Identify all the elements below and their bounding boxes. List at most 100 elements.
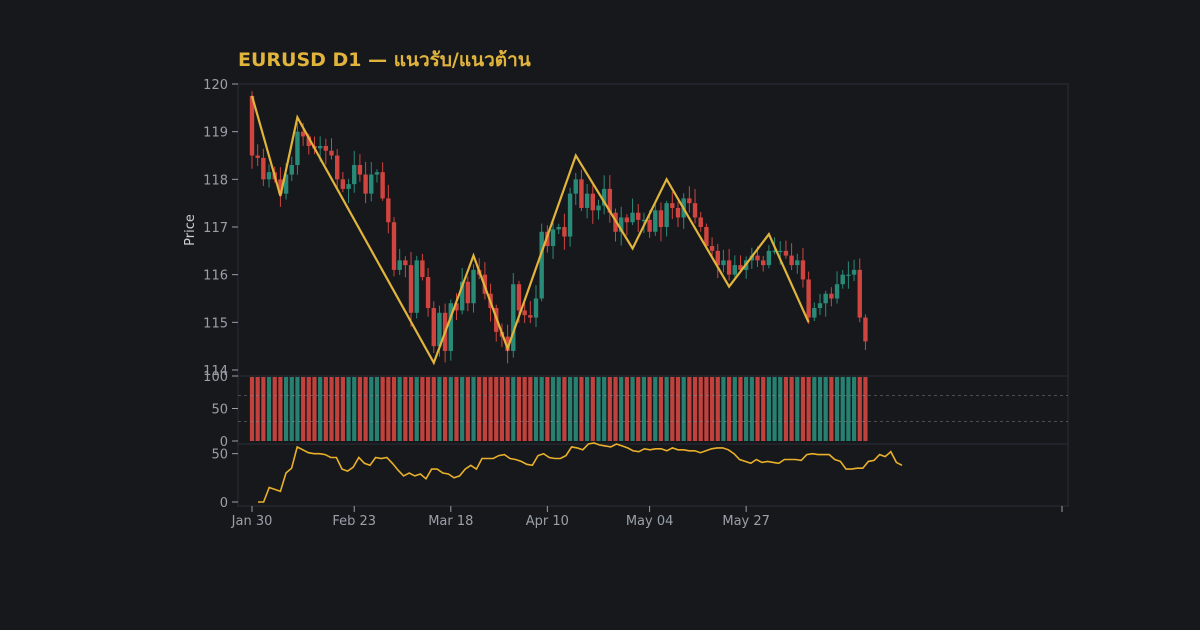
direction-bar [755,377,760,441]
direction-bar [386,377,391,441]
oscillator-tick-label: 0 [220,496,228,511]
direction-bar [539,377,544,441]
direction-bar [499,377,505,441]
candle-body [567,193,573,237]
direction-bar [494,377,499,441]
direction-bar [681,377,686,441]
candle-body [721,260,726,266]
direction-bar [800,377,806,441]
direction-bar [658,377,664,441]
candle-body [607,188,613,213]
candle-body [698,217,703,227]
candle-body [829,293,834,299]
candle-body [857,269,862,318]
candle-body [738,265,743,270]
direction-bar [761,377,766,441]
oscillator-line [258,442,903,503]
candle-body [454,303,459,311]
direction-bar [846,377,851,441]
direction-bar [579,377,584,441]
direction-bar [318,377,323,441]
direction-bar [596,377,601,441]
candle-body [425,277,431,309]
direction-bar [329,377,334,441]
direction-bar [607,377,612,441]
candle-body [369,174,374,194]
date-tick-label: May 27 [722,514,770,529]
candle-body [755,255,760,261]
price-tick-label: 114 [203,364,228,379]
direction-bar [363,377,368,441]
direction-bar [704,377,709,441]
direction-bar [590,377,595,441]
candle-body [374,172,380,175]
direction-bar [249,377,255,441]
direction-bar [505,377,510,441]
candle-body [346,184,351,189]
candle-body [550,229,556,247]
date-tick-label: Mar 18 [428,514,473,529]
candle-body [715,250,720,266]
price-tick-label: 115 [203,316,228,331]
date-tick-label: May 04 [626,514,674,529]
direction-bar [482,377,487,441]
candle-body [619,217,624,232]
direction-bar [613,377,618,441]
candle-body [505,336,510,351]
direction-bar [335,377,340,441]
candle-body [261,157,266,180]
date-tick-label: Jan 30 [231,514,273,529]
direction-bar [834,377,840,441]
candle-body [851,269,857,275]
candle-body [352,165,357,185]
candle-body [335,155,340,180]
candle-body [539,231,544,299]
candle-body [812,308,817,318]
direction-bar [460,377,465,441]
direction-tick-label: 0 [220,435,228,450]
direction-bar [806,377,811,441]
direction-bar [471,377,476,441]
direction-bar [567,377,573,441]
direction-bar [323,377,328,441]
direction-bar [744,377,749,441]
direction-bar [675,377,681,441]
candle-body [528,315,533,318]
direction-bar [357,377,363,441]
direction-bar [403,377,408,441]
candle-body [562,227,567,237]
direction-bar [425,377,431,441]
direction-bar [522,377,527,441]
direction-bar [340,377,345,441]
direction-bar [448,377,453,441]
candle-body [386,198,391,223]
candle-body [340,179,346,189]
direction-bar [715,377,720,441]
direction-bar [556,377,561,441]
direction-bar [738,377,743,441]
direction-bar [312,377,317,441]
direction-bar [647,377,652,441]
candle-body [806,279,811,318]
direction-tick-label: 100 [203,370,228,385]
direction-bar [414,377,419,441]
direction-bar [698,377,703,441]
candle-body [266,172,272,180]
candle-body [414,260,419,313]
candle-body [766,250,772,266]
direction-bar [443,377,448,441]
candle-body [596,205,601,211]
candle-body [772,250,777,253]
candle-body [709,246,715,251]
candle-body [357,165,363,175]
candle-body [391,222,397,270]
candle-body [465,281,471,304]
price-tick-label: 117 [203,221,228,236]
direction-bar [812,377,817,441]
candle-body [789,255,794,266]
direction-bar [477,377,482,441]
candle-body [403,260,408,266]
direction-bar [721,377,726,441]
candle-body [249,95,255,156]
